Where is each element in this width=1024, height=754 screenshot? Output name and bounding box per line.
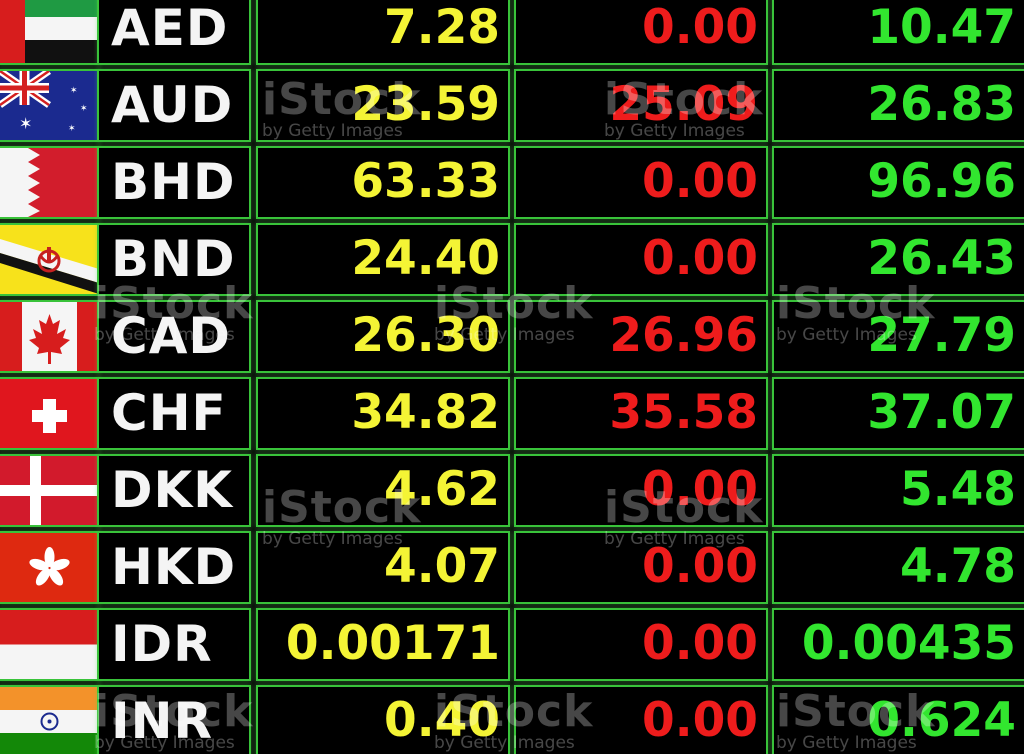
mid-rate: 0.624 [867, 693, 1016, 748]
currency-code: BHD [111, 153, 236, 211]
sell-rate: 0.00 [642, 539, 758, 594]
mid-rate: 4.78 [900, 539, 1016, 594]
mid-rate: 26.43 [867, 231, 1016, 286]
sell-rate: 0.00 [642, 154, 758, 209]
buy-rate: 4.07 [384, 539, 500, 594]
sell-rate: 26.96 [609, 308, 758, 363]
sell-rate: 0.00 [642, 231, 758, 286]
rate-row-dkk: DKK 4.62 0.00 5.48 [0, 453, 1024, 530]
buy-rate: 63.33 [351, 154, 500, 209]
australia-flag-icon: ✶ ✶ ✶ ✶ [0, 71, 99, 140]
mid-rate: 27.79 [867, 308, 1016, 363]
rate-row-inr: INR 0.40 0.00 0.624 [0, 684, 1024, 754]
mid-rate: 10.47 [867, 0, 1016, 55]
rate-row-chf: CHF 34.82 35.58 37.07 [0, 376, 1024, 453]
sell-rate: 0.00 [642, 616, 758, 671]
mid-rate: 26.83 [867, 77, 1016, 132]
sell-rate: 0.00 [642, 0, 758, 55]
sell-rate: 25.09 [609, 77, 758, 132]
rate-row-aud: ✶ ✶ ✶ ✶ AUD 23.59 25.09 26.83 [0, 68, 1024, 145]
buy-rate: 23.59 [351, 77, 500, 132]
buy-rate: 24.40 [351, 231, 500, 286]
uae-flag-icon [0, 0, 99, 63]
currency-code: DKK [111, 461, 233, 519]
svg-text:✶: ✶ [19, 114, 32, 133]
rate-row-idr: IDR 0.00171 0.00 0.00435 [0, 607, 1024, 684]
india-flag-icon [0, 687, 99, 754]
currency-code: AUD [111, 76, 234, 134]
svg-text:✶: ✶ [80, 104, 88, 114]
svg-text:✶: ✶ [70, 86, 78, 96]
buy-rate: 0.40 [384, 693, 500, 748]
buy-rate: 4.62 [384, 462, 500, 517]
switzerland-flag-icon [0, 379, 99, 448]
currency-code: AED [111, 0, 229, 57]
sell-rate: 0.00 [642, 462, 758, 517]
buy-rate: 0.00171 [285, 616, 500, 671]
currency-code: HKD [111, 538, 237, 596]
currency-code: INR [111, 692, 213, 750]
hong-kong-flag-icon [0, 533, 99, 602]
brunei-flag-icon [0, 225, 99, 294]
currency-code: BND [111, 230, 236, 288]
denmark-flag-icon [0, 456, 99, 525]
indonesia-flag-icon [0, 610, 99, 679]
rate-row-aed: AED 7.28 0.00 10.47 [0, 0, 1024, 68]
mid-rate: 96.96 [867, 154, 1016, 209]
currency-code: CAD [111, 307, 231, 365]
bahrain-flag-icon [0, 148, 99, 217]
currency-code: IDR [111, 615, 213, 673]
buy-rate: 34.82 [351, 385, 500, 440]
buy-rate: 26.30 [351, 308, 500, 363]
rate-row-bhd: BHD 63.33 0.00 96.96 [0, 145, 1024, 222]
rate-row-bnd: BND 24.40 0.00 26.43 [0, 222, 1024, 299]
mid-rate: 0.00435 [801, 616, 1016, 671]
sell-rate: 0.00 [642, 693, 758, 748]
sell-rate: 35.58 [609, 385, 758, 440]
canada-flag-icon [0, 302, 99, 371]
buy-rate: 7.28 [384, 0, 500, 55]
mid-rate: 5.48 [900, 462, 1016, 517]
currency-code: CHF [111, 384, 227, 442]
mid-rate: 37.07 [867, 385, 1016, 440]
rate-row-cad: CAD 26.30 26.96 27.79 [0, 299, 1024, 376]
svg-text:✶: ✶ [68, 124, 76, 134]
rate-row-hkd: HKD 4.07 0.00 4.78 [0, 530, 1024, 607]
